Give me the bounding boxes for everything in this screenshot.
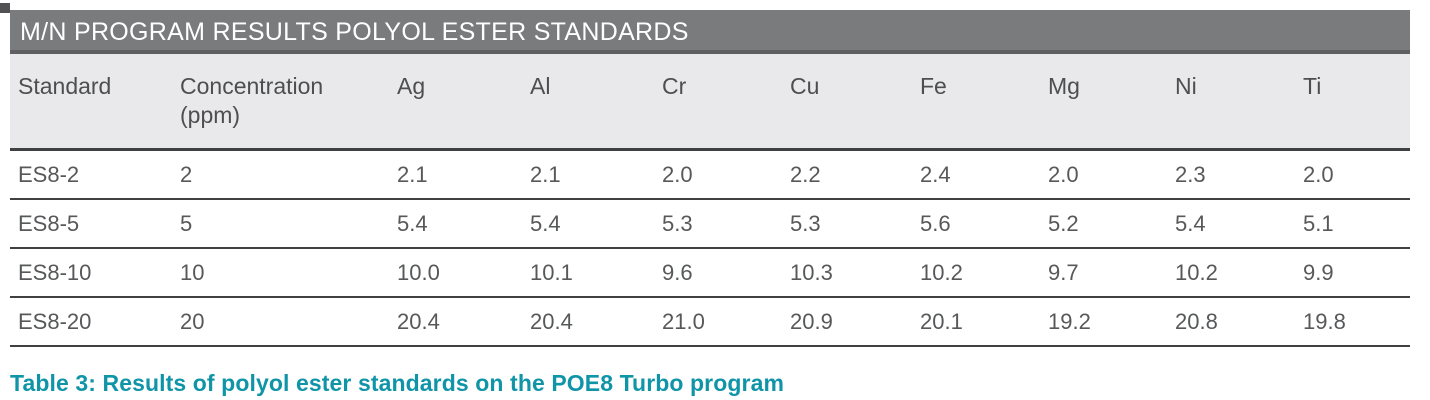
cell-value: 5.1 bbox=[1295, 199, 1410, 249]
cell-value: 19.2 bbox=[1040, 297, 1167, 347]
cell-concentration: 20 bbox=[172, 297, 389, 347]
table-header-row: Standard Concentration (ppm) Ag Al Cr Cu… bbox=[10, 54, 1410, 151]
cell-value: 20.1 bbox=[912, 297, 1040, 347]
cell-value: 10.2 bbox=[912, 248, 1040, 298]
cell-value: 20.8 bbox=[1167, 297, 1295, 347]
column-header-mg: Mg bbox=[1040, 54, 1167, 151]
cell-value: 20.9 bbox=[782, 297, 912, 347]
column-header-standard: Standard bbox=[10, 54, 172, 151]
column-header-cu: Cu bbox=[782, 54, 912, 151]
cell-value: 2.1 bbox=[389, 149, 522, 200]
column-header-concentration: Concentration (ppm) bbox=[172, 54, 389, 151]
cell-value: 10.2 bbox=[1167, 248, 1295, 298]
cell-value: 5.6 bbox=[912, 199, 1040, 249]
cell-value: 2.2 bbox=[782, 149, 912, 200]
cell-standard: ES8-5 bbox=[10, 199, 172, 249]
cell-value: 2.0 bbox=[654, 149, 782, 200]
cell-value: 10.1 bbox=[522, 248, 654, 298]
cell-value: 21.0 bbox=[654, 297, 782, 347]
cell-value: 5.4 bbox=[522, 199, 654, 249]
column-header-ti: Ti bbox=[1295, 54, 1410, 151]
column-header-fe: Fe bbox=[912, 54, 1040, 151]
results-table: Standard Concentration (ppm) Ag Al Cr Cu… bbox=[10, 54, 1410, 347]
column-header-al: Al bbox=[522, 54, 654, 151]
cell-value: 2.1 bbox=[522, 149, 654, 200]
column-header-ag: Ag bbox=[389, 54, 522, 151]
cell-standard: ES8-10 bbox=[10, 248, 172, 298]
cell-value: 20.4 bbox=[389, 297, 522, 347]
cell-value: 9.6 bbox=[654, 248, 782, 298]
cell-value: 5.4 bbox=[389, 199, 522, 249]
column-header-ni: Ni bbox=[1167, 54, 1295, 151]
cell-value: 2.4 bbox=[912, 149, 1040, 200]
table-row: ES8-2 2 2.1 2.1 2.0 2.2 2.4 2.0 2.3 2.0 bbox=[10, 149, 1410, 200]
cell-value: 5.4 bbox=[1167, 199, 1295, 249]
cell-value: 5.3 bbox=[782, 199, 912, 249]
cell-value: 2.0 bbox=[1040, 149, 1167, 200]
column-header-cr: Cr bbox=[654, 54, 782, 151]
table-row: ES8-5 5 5.4 5.4 5.3 5.3 5.6 5.2 5.4 5.1 bbox=[10, 199, 1410, 249]
table-title-bar: M/N PROGRAM RESULTS POLYOL ESTER STANDAR… bbox=[10, 10, 1410, 54]
cell-concentration: 10 bbox=[172, 248, 389, 298]
cell-concentration: 2 bbox=[172, 149, 389, 200]
page-corner-mark bbox=[0, 3, 10, 13]
cell-value: 20.4 bbox=[522, 297, 654, 347]
cell-concentration: 5 bbox=[172, 199, 389, 249]
cell-standard: ES8-2 bbox=[10, 149, 172, 200]
cell-value: 2.0 bbox=[1295, 149, 1410, 200]
table-row: ES8-10 10 10.0 10.1 9.6 10.3 10.2 9.7 10… bbox=[10, 248, 1410, 298]
cell-value: 5.3 bbox=[654, 199, 782, 249]
cell-value: 10.3 bbox=[782, 248, 912, 298]
cell-value: 2.3 bbox=[1167, 149, 1295, 200]
table-caption: Table 3: Results of polyol ester standar… bbox=[10, 370, 785, 396]
cell-value: 10.0 bbox=[389, 248, 522, 298]
results-table-section: M/N PROGRAM RESULTS POLYOL ESTER STANDAR… bbox=[10, 10, 1410, 397]
cell-standard: ES8-20 bbox=[10, 297, 172, 347]
column-header-concentration-unit: (ppm) bbox=[180, 102, 241, 128]
cell-value: 5.2 bbox=[1040, 199, 1167, 249]
cell-value: 9.7 bbox=[1040, 248, 1167, 298]
cell-value: 9.9 bbox=[1295, 248, 1410, 298]
table-row: ES8-20 20 20.4 20.4 21.0 20.9 20.1 19.2 … bbox=[10, 297, 1410, 347]
cell-value: 19.8 bbox=[1295, 297, 1410, 347]
